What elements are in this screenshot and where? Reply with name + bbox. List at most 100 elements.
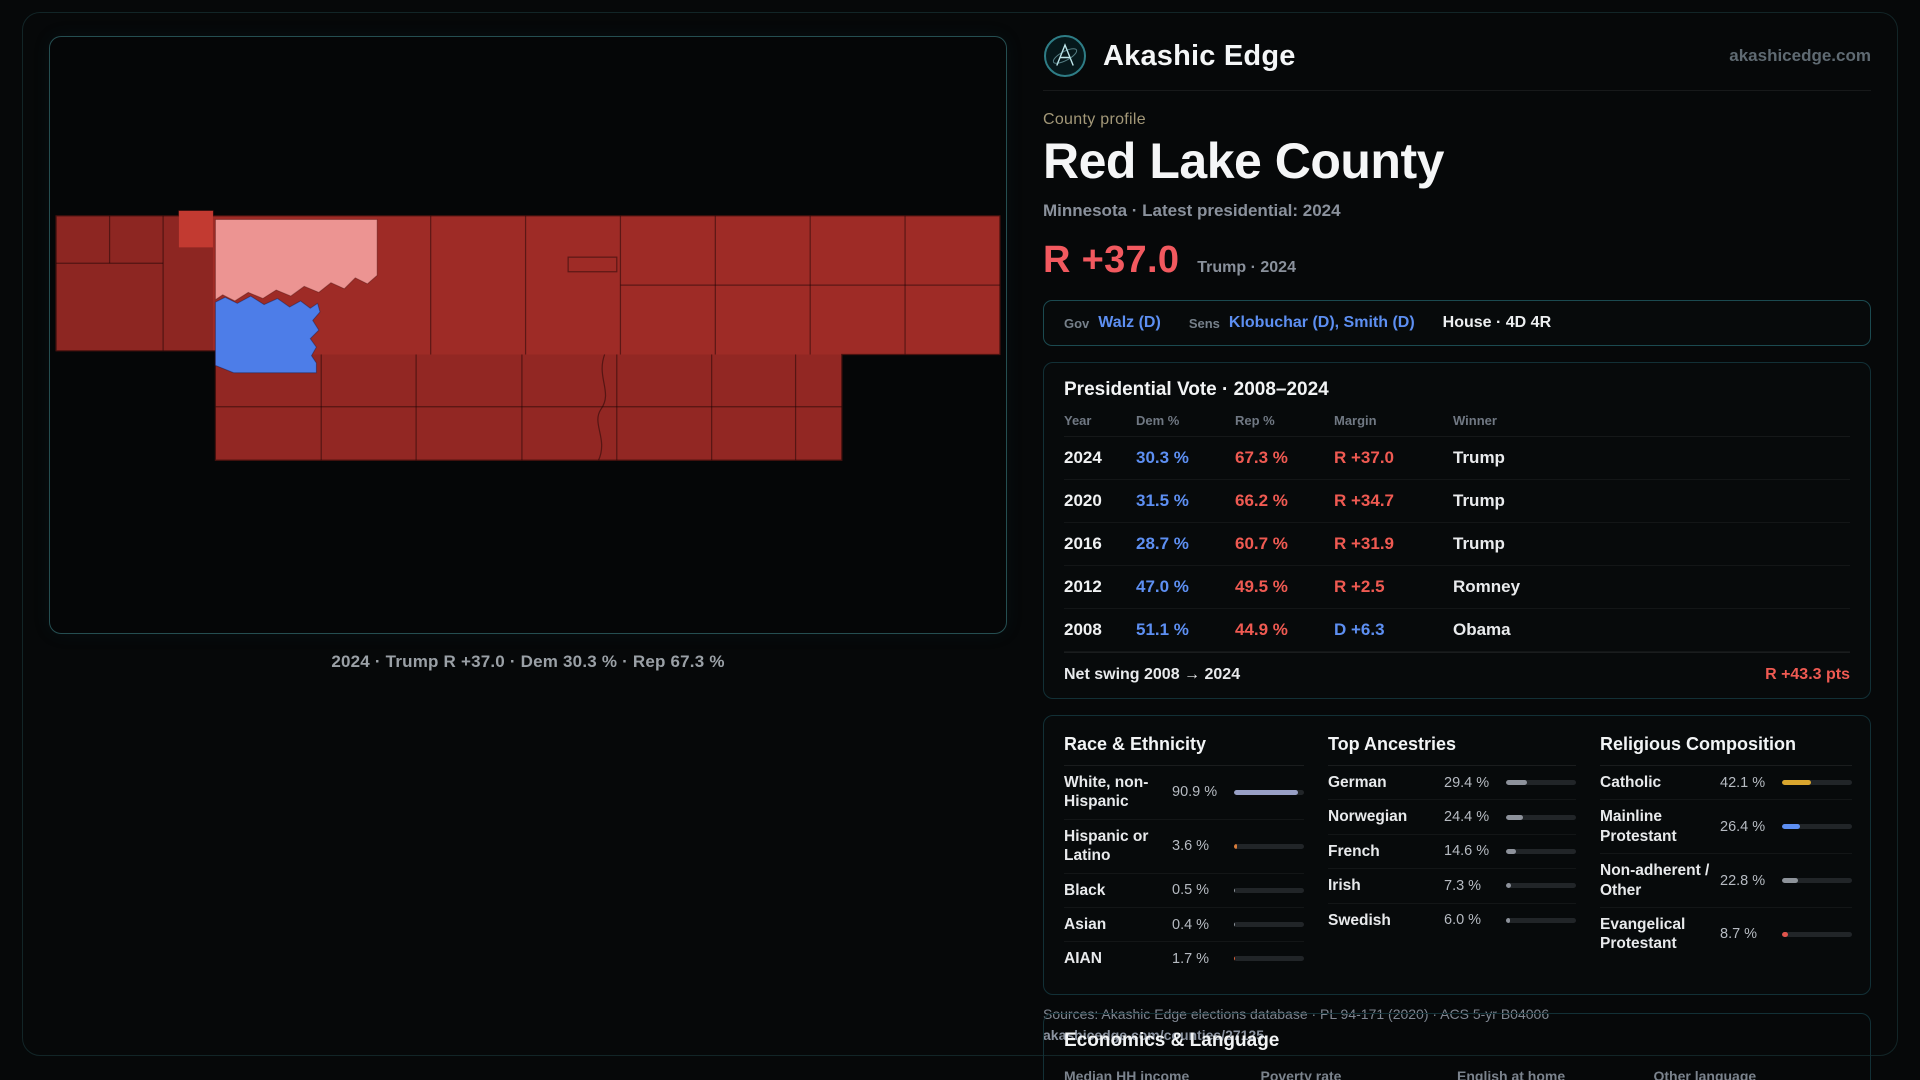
stat-label: Evangelical Protestant	[1600, 915, 1686, 953]
sens-label: Sens	[1188, 315, 1220, 331]
senators-link[interactable]: Klobuchar (D), Smith (D)	[1228, 314, 1415, 331]
headline-margin: R +37.0	[1043, 239, 1180, 281]
township-pink	[214, 218, 378, 302]
pres-year: 2016	[1064, 534, 1102, 553]
table-row: 2008 51.1 % 44.9 % D +6.3 Obama	[1064, 609, 1850, 652]
pres-margin: R +37.0	[1334, 448, 1395, 467]
list-item: Black 0.5 %	[1064, 874, 1304, 908]
stat-label: Non-adherent / Other	[1600, 862, 1710, 899]
col-dem: Dem %	[1136, 413, 1180, 428]
headline-result: R +37.0 Trump · 2024	[1043, 239, 1871, 283]
stat-label: Asian	[1064, 915, 1107, 933]
col-margin: Margin	[1334, 413, 1377, 428]
net-swing-label: Net swing 2008 → 2024	[1064, 666, 1241, 683]
pres-rep-pct: 60.7 %	[1235, 534, 1288, 553]
stat-bar	[1782, 878, 1852, 883]
pres-table-header: Year Dem % Rep % Margin Winner	[1064, 413, 1850, 437]
profile-column: Akashic Edge akashicedge.com County prof…	[1043, 0, 1871, 1080]
list-item: AIAN 1.7 %	[1064, 942, 1304, 975]
stat-value: 6.0 %	[1444, 912, 1482, 929]
economics-title: Economics & Language	[1064, 1029, 1280, 1051]
col-english-at-home: English at home	[1457, 1067, 1566, 1080]
pres-winner: Romney	[1453, 577, 1521, 596]
stat-value: 8.7 %	[1720, 926, 1758, 943]
stat-label: Swedish	[1328, 911, 1391, 929]
stat-value: 1.7 %	[1172, 950, 1210, 967]
stat-bar	[1506, 883, 1576, 889]
table-row: 2016 28.7 % 60.7 % R +31.9 Trump	[1064, 523, 1850, 566]
map-caption: 2024 · Trump R +37.0 · Dem 30.3 % · Rep …	[331, 652, 725, 671]
list-item: White, non-Hispanic 90.9 %	[1064, 766, 1304, 820]
stat-value: 42.1 %	[1720, 774, 1766, 791]
gov-link[interactable]: Walz (D)	[1098, 314, 1161, 331]
race-title: Race & Ethnicity	[1064, 734, 1304, 766]
stat-bar	[1234, 789, 1304, 795]
pres-dem-pct: 30.3 %	[1136, 448, 1189, 467]
pres-winner: Obama	[1453, 620, 1511, 639]
net-swing-value: R +43.3 pts	[1765, 666, 1850, 683]
stat-value: 24.4 %	[1444, 809, 1490, 826]
ancestries-column: Top Ancestries German 29.4 % Norwegian 2…	[1328, 734, 1576, 976]
stat-label: Irish	[1328, 877, 1361, 895]
list-item: German 29.4 %	[1328, 766, 1576, 801]
list-item: Catholic 42.1 %	[1600, 766, 1852, 801]
stat-bar	[1782, 824, 1852, 830]
stat-label: Black	[1064, 881, 1106, 899]
pres-margin: R +31.9	[1334, 534, 1395, 553]
stat-bar	[1506, 917, 1576, 923]
township-grid	[56, 215, 1000, 461]
pres-winner: Trump	[1453, 448, 1505, 467]
pres-winner: Trump	[1453, 534, 1505, 553]
stat-value: 3.6 %	[1172, 838, 1210, 855]
table-row: 2024 30.3 % 67.3 % R +37.0 Trump	[1064, 437, 1850, 480]
officials-bar: Gov Walz (D) Sens Klobuchar (D), Smith (…	[1043, 300, 1871, 346]
stat-bar	[1782, 931, 1852, 937]
pres-rep-pct: 49.5 %	[1235, 577, 1288, 596]
akashic-edge-logo-icon[interactable]	[1043, 34, 1087, 78]
pres-margin: R +34.7	[1334, 491, 1395, 510]
col-winner: Winner	[1453, 413, 1497, 428]
stat-value: 0.4 %	[1172, 916, 1210, 933]
stat-label: White, non-Hispanic	[1064, 774, 1149, 811]
county-map[interactable]	[49, 36, 1007, 634]
pres-dem-pct: 51.1 %	[1136, 620, 1189, 639]
list-item: Non-adherent / Other 22.8 %	[1600, 854, 1852, 908]
religion-column: Religious Composition Catholic 42.1 % Ma…	[1600, 734, 1852, 976]
col-median-hh-income: Median HH income	[1064, 1067, 1190, 1080]
stat-value: 29.4 %	[1444, 774, 1490, 791]
pres-dem-pct: 28.7 %	[1136, 534, 1189, 553]
pres-table-title: Presidential Vote · 2008–2024	[1064, 379, 1329, 400]
stat-label: Catholic	[1600, 774, 1662, 791]
township-blue	[214, 295, 321, 374]
header-divider	[1043, 90, 1871, 91]
house-delegation: House · 4D 4R	[1442, 314, 1552, 331]
county-map-svg	[55, 210, 1001, 461]
list-item: Asian 0.4 %	[1064, 908, 1304, 943]
col-year: Year	[1064, 413, 1092, 428]
stat-value: 22.8 %	[1720, 872, 1766, 889]
pres-rep-pct: 44.9 %	[1235, 620, 1288, 639]
pres-year: 2008	[1064, 620, 1102, 639]
list-item: Mainline Protestant 26.4 %	[1600, 800, 1852, 855]
table-row: 2020 31.5 % 66.2 % R +34.7 Trump	[1064, 480, 1850, 523]
pres-rep-pct: 66.2 %	[1235, 491, 1288, 510]
demographics-panel: Race & Ethnicity White, non-Hispanic 90.…	[1043, 715, 1871, 995]
sources-permalink: akashicedge.com/counties/27125	[1043, 1027, 1264, 1043]
ancestries-title: Top Ancestries	[1328, 734, 1576, 766]
site-header: Akashic Edge akashicedge.com	[1043, 32, 1871, 80]
sources-line: Sources: Akashic Edge elections database…	[1043, 1006, 1550, 1022]
col-rep: Rep %	[1235, 413, 1275, 428]
economics-header-row: Median HH income Poverty rate English at…	[1064, 1068, 1850, 1080]
stat-label: French	[1328, 842, 1380, 860]
net-swing-row: Net swing 2008 → 2024 R +43.3 pts	[1064, 652, 1850, 686]
site-domain-link[interactable]: akashicedge.com	[1729, 46, 1871, 65]
page-title: Red Lake County	[1043, 133, 1444, 189]
stat-value: 90.9 %	[1172, 784, 1218, 801]
pres-year: 2012	[1064, 577, 1102, 596]
page-subtitle: Minnesota · Latest presidential: 2024	[1043, 201, 1341, 220]
pres-margin: R +2.5	[1334, 577, 1385, 596]
pres-dem-pct: 31.5 %	[1136, 491, 1189, 510]
presidential-vote-panel: Presidential Vote · 2008–2024 Year Dem %…	[1043, 362, 1871, 699]
pres-margin: D +6.3	[1334, 620, 1385, 639]
